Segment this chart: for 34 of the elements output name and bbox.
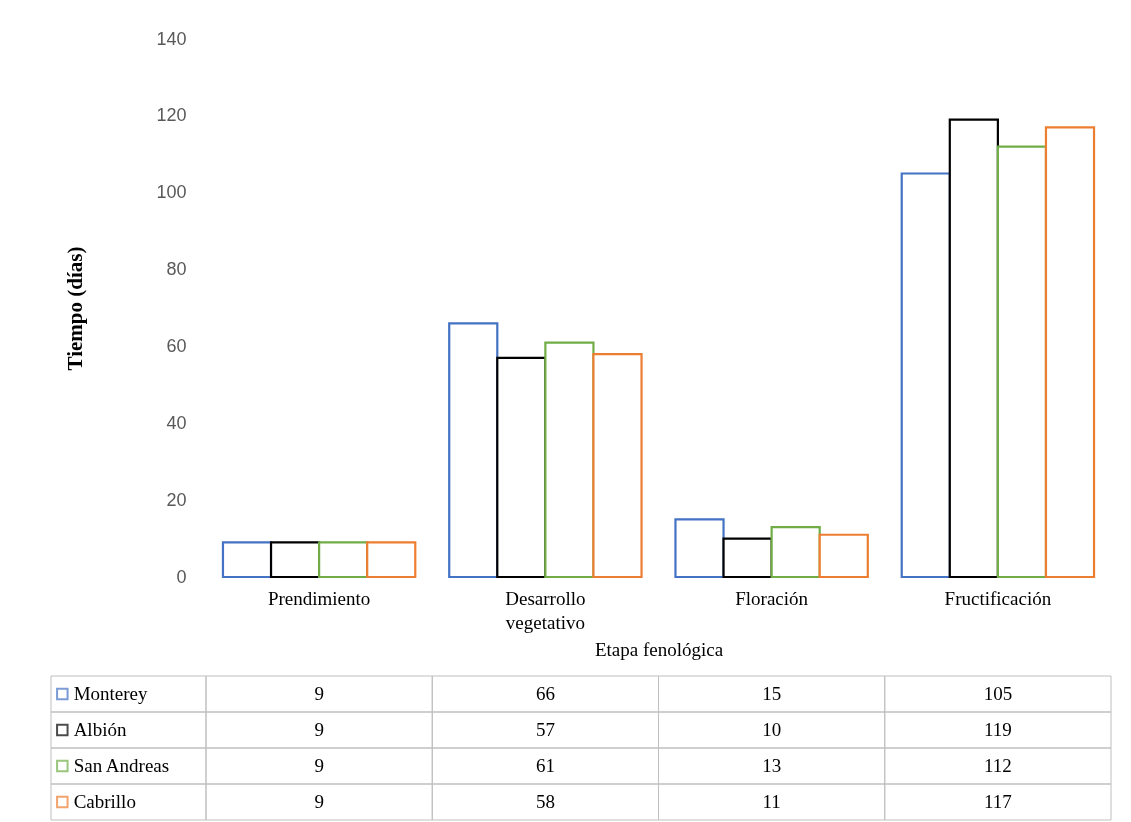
data-label: 66 [535, 683, 555, 704]
legend-label: San Andreas [73, 755, 170, 776]
y-axis-title: Tiempo (días) [63, 246, 88, 371]
data-label: 9 [314, 791, 324, 812]
legend-label: Monterey [73, 683, 148, 704]
y-tick-label: 40 [166, 412, 187, 433]
data-label: 9 [314, 683, 324, 704]
y-tick-label: 140 [156, 28, 187, 49]
y-tick-label: 80 [166, 259, 187, 280]
x-tick-label: Floración [735, 587, 809, 609]
data-label: 11 [762, 791, 781, 812]
y-tick-label: 100 [156, 182, 187, 203]
legend-label: Cabrillo [73, 791, 136, 812]
data-label: 61 [535, 755, 555, 776]
data-label: 57 [535, 719, 555, 740]
data-label: 105 [983, 683, 1013, 704]
data-label: 15 [762, 683, 782, 704]
data-label: 9 [314, 755, 324, 776]
x-tick-label: Desarrollo vegetativo [505, 587, 586, 633]
legend-label: Albión [73, 719, 127, 740]
data-label: 119 [983, 719, 1012, 740]
y-tick-label: 20 [166, 489, 187, 510]
data-label: 58 [535, 791, 555, 812]
y-tick-label: 0 [176, 566, 187, 587]
x-axis-title: Etapa fenológica [594, 638, 724, 660]
y-tick-label: 120 [156, 105, 187, 126]
x-tick-label: Fructificación [944, 587, 1052, 609]
data-label: 112 [983, 755, 1012, 776]
data-label: 13 [762, 755, 782, 776]
data-label: 117 [983, 791, 1012, 812]
x-tick-label: Prendimiento [267, 587, 371, 609]
data-label: 10 [762, 719, 782, 740]
data-label: 9 [314, 719, 324, 740]
y-tick-label: 60 [166, 335, 187, 356]
